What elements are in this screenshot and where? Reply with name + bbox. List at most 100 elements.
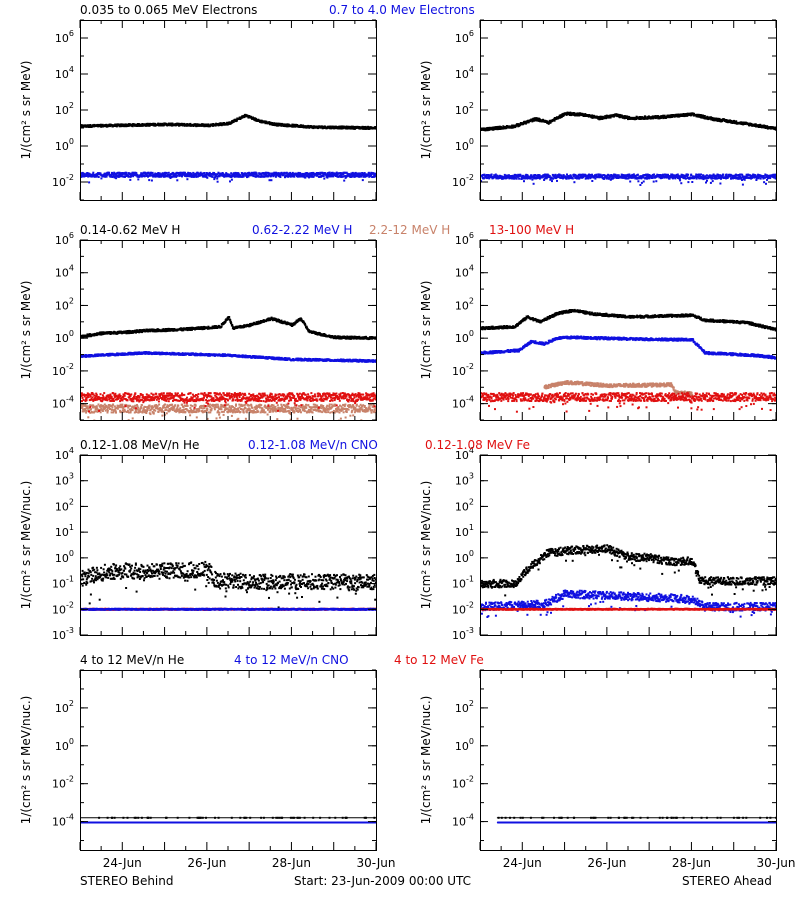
data-point — [269, 173, 271, 175]
series-blue-points — [480, 173, 778, 186]
data-point — [108, 172, 110, 174]
data-point — [539, 174, 541, 176]
data-point — [533, 183, 535, 185]
data-point — [125, 172, 127, 174]
data-point — [769, 177, 771, 179]
data-point — [137, 178, 139, 180]
data-point — [516, 178, 518, 180]
data-point — [92, 172, 94, 174]
data-point — [129, 179, 131, 181]
data-point — [639, 184, 641, 186]
data-point — [176, 179, 178, 181]
data-point — [726, 174, 728, 176]
data-point — [679, 179, 681, 181]
data-point — [655, 180, 657, 182]
data-point — [100, 177, 102, 179]
data-point — [763, 181, 765, 183]
data-point — [270, 179, 272, 181]
data-point — [523, 180, 525, 182]
y-tick-label: 102 — [455, 101, 474, 117]
data-point — [279, 176, 281, 178]
data-point — [175, 174, 177, 176]
data-point — [637, 174, 639, 176]
data-point — [653, 181, 655, 183]
data-point — [148, 179, 150, 181]
data-point — [765, 183, 767, 185]
data-point — [166, 172, 168, 174]
data-point — [556, 180, 558, 182]
data-point — [741, 179, 743, 181]
data-point — [186, 178, 188, 180]
data-point — [653, 174, 655, 176]
data-point — [551, 180, 553, 182]
data-point — [98, 176, 100, 178]
data-point — [680, 182, 682, 184]
data-point — [744, 179, 746, 181]
data-point — [700, 174, 702, 176]
data-point — [323, 178, 325, 180]
data-point — [343, 180, 345, 182]
data-point — [212, 176, 214, 178]
y-tick-label: 10-2 — [52, 173, 74, 189]
data-point — [229, 180, 231, 182]
data-point — [608, 178, 610, 180]
data-point — [231, 179, 233, 181]
data-points — [80, 316, 378, 424]
data-point — [256, 172, 258, 174]
data-points — [80, 114, 378, 183]
data-point — [217, 181, 219, 183]
data-point — [705, 182, 707, 184]
data-point — [88, 181, 90, 183]
data-point — [722, 174, 724, 176]
data-point — [206, 177, 208, 179]
data-point — [704, 115, 706, 117]
data-point — [652, 177, 654, 179]
series-black-points — [80, 114, 378, 130]
data-point — [128, 176, 130, 178]
y-tick-label: 100 — [455, 137, 474, 153]
data-point — [152, 172, 154, 174]
series-blue-points — [80, 172, 378, 184]
data-point — [687, 181, 689, 183]
data-point — [518, 178, 520, 180]
data-point — [344, 172, 346, 174]
data-point — [712, 180, 714, 182]
data-point — [258, 176, 260, 178]
data-point — [719, 183, 721, 185]
data-point — [629, 181, 631, 183]
data-point — [573, 181, 575, 183]
data-point — [706, 180, 708, 182]
data-point — [362, 179, 364, 181]
data-point — [87, 176, 89, 178]
data-point — [637, 180, 639, 182]
data-point — [304, 177, 306, 179]
data-point — [230, 172, 232, 174]
y-tick-label: 100 — [55, 137, 74, 153]
data-point — [168, 172, 170, 174]
data-point — [687, 174, 689, 176]
data-point — [293, 176, 295, 178]
data-point — [642, 177, 644, 179]
series-blue-points — [80, 351, 378, 363]
data-point — [491, 174, 493, 176]
data-point — [591, 180, 593, 182]
data-point — [710, 182, 712, 184]
data-point — [646, 178, 648, 180]
data-point — [323, 175, 325, 177]
y-tick-label: 10-2 — [452, 173, 474, 189]
data-point — [231, 324, 233, 326]
data-point — [643, 181, 645, 183]
data-points — [480, 112, 778, 186]
y-tick-label: 106 — [55, 29, 74, 45]
data-point — [595, 174, 597, 176]
series-black-points — [480, 112, 778, 132]
y-tick-label: 104 — [55, 65, 74, 81]
data-point — [151, 180, 153, 182]
y-axis-label: 1/(cm² s sr MeV) — [419, 61, 433, 160]
data-point — [600, 116, 602, 118]
data-point — [641, 182, 643, 184]
